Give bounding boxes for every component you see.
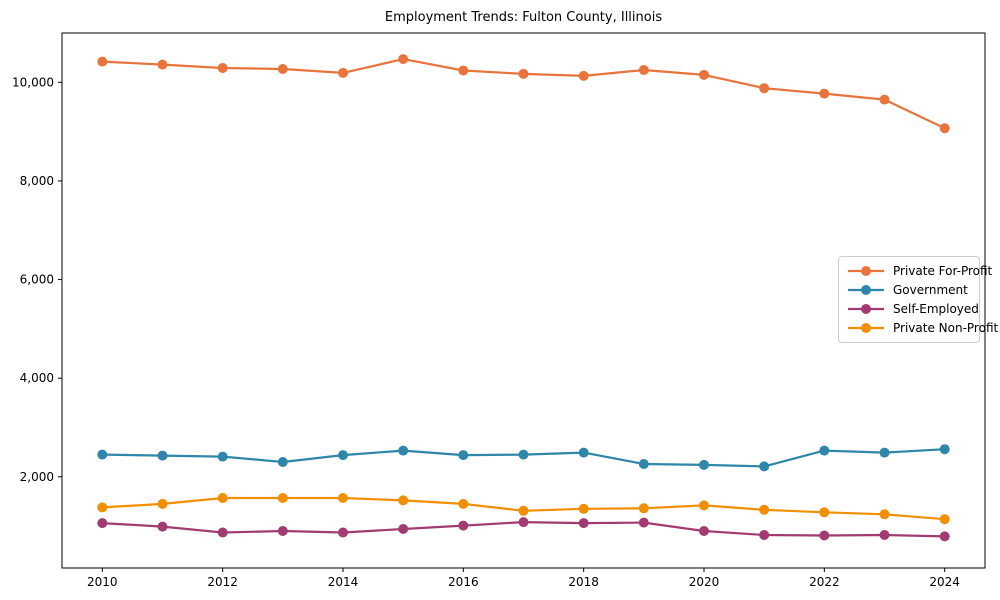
data-point: [157, 450, 168, 461]
data-point: [759, 530, 770, 540]
legend-item-private-for-profit: Private For-Profit: [847, 262, 992, 280]
data-point: [217, 451, 228, 462]
data-point: [458, 65, 469, 76]
data-point: [939, 514, 950, 525]
data-point: [518, 449, 529, 460]
data-point: [578, 518, 589, 529]
data-point: [157, 498, 168, 509]
legend-label: Government: [893, 282, 968, 297]
legend-label: Private Non-Profit: [893, 321, 999, 336]
data-point: [578, 503, 589, 514]
data-point: [759, 461, 770, 472]
data-point: [638, 503, 649, 514]
data-point: [458, 450, 469, 461]
data-point: [277, 526, 288, 536]
data-point: [157, 521, 168, 532]
legend: Private For-Profit Government Self-Employe…: [838, 256, 998, 343]
legend-label: Private For-Profit: [893, 263, 993, 278]
data-point: [939, 444, 950, 455]
x-tick-label: 2010: [87, 575, 118, 589]
x-tick-label: 2018: [568, 575, 599, 589]
data-point: [277, 64, 288, 74]
data-point: [638, 517, 649, 528]
data-point: [338, 493, 348, 503]
legend-item-self-employed: Self-Employed: [847, 300, 979, 318]
data-point: [518, 505, 529, 516]
data-point: [699, 69, 709, 80]
legend-item-private-non-profit: Private Non-Profit: [847, 319, 998, 337]
data-point: [638, 65, 649, 75]
data-point: [578, 70, 589, 81]
data-point: [217, 63, 228, 73]
data-point: [398, 54, 409, 65]
data-point: [699, 526, 709, 536]
data-point: [157, 59, 168, 70]
data-point: [638, 459, 649, 469]
data-point: [819, 88, 830, 99]
data-point: [97, 449, 108, 460]
data-point: [518, 68, 529, 79]
data-point: [217, 493, 228, 503]
legend-line-marker-icon: [848, 284, 884, 295]
data-point: [338, 527, 348, 538]
data-point: [398, 495, 409, 506]
y-tick-label: 8,000: [20, 174, 54, 188]
data-point: [97, 518, 108, 529]
data-point: [97, 56, 108, 67]
x-tick-label: 2020: [689, 575, 720, 589]
data-point: [939, 531, 950, 542]
data-point: [338, 450, 348, 461]
legend-label: Self-Employed: [893, 302, 979, 317]
axes-spines: [61, 32, 986, 569]
legend-line-marker-icon: [848, 304, 884, 315]
y-tick-label: 6,000: [20, 273, 54, 287]
data-point: [879, 447, 890, 458]
legend-item-government: Government: [847, 281, 973, 299]
data-point: [458, 498, 469, 509]
data-point: [939, 123, 950, 134]
legend-line-marker-icon: [848, 323, 884, 334]
data-point: [759, 83, 770, 94]
data-point: [518, 517, 529, 528]
data-point: [699, 459, 709, 470]
data-point: [97, 502, 108, 513]
data-point: [398, 445, 409, 456]
data-point: [338, 67, 348, 78]
data-point: [578, 447, 589, 458]
x-tick-label: 2016: [448, 575, 479, 589]
data-point: [277, 493, 288, 503]
data-point: [879, 530, 890, 540]
data-point: [819, 530, 830, 541]
data-point: [398, 524, 409, 534]
data-point: [819, 445, 830, 456]
data-point: [819, 507, 830, 518]
data-point: [458, 520, 469, 531]
data-point: [879, 94, 890, 105]
data-point: [879, 509, 890, 520]
x-tick-label: 2024: [929, 575, 960, 589]
x-tick-label: 2014: [328, 575, 359, 589]
x-tick-label: 2022: [809, 575, 840, 589]
legend-line-marker-icon: [848, 265, 884, 276]
data-point: [759, 504, 770, 515]
x-tick-label: 2012: [207, 575, 238, 589]
y-tick-label: 2,000: [20, 470, 54, 484]
data-point: [277, 457, 288, 467]
y-tick-label: 4,000: [20, 371, 54, 385]
data-point: [699, 500, 709, 511]
y-tick-label: 10,000: [12, 75, 54, 89]
chart-title: Employment Trends: Fulton County, Illino…: [384, 10, 663, 25]
data-point: [217, 527, 228, 538]
